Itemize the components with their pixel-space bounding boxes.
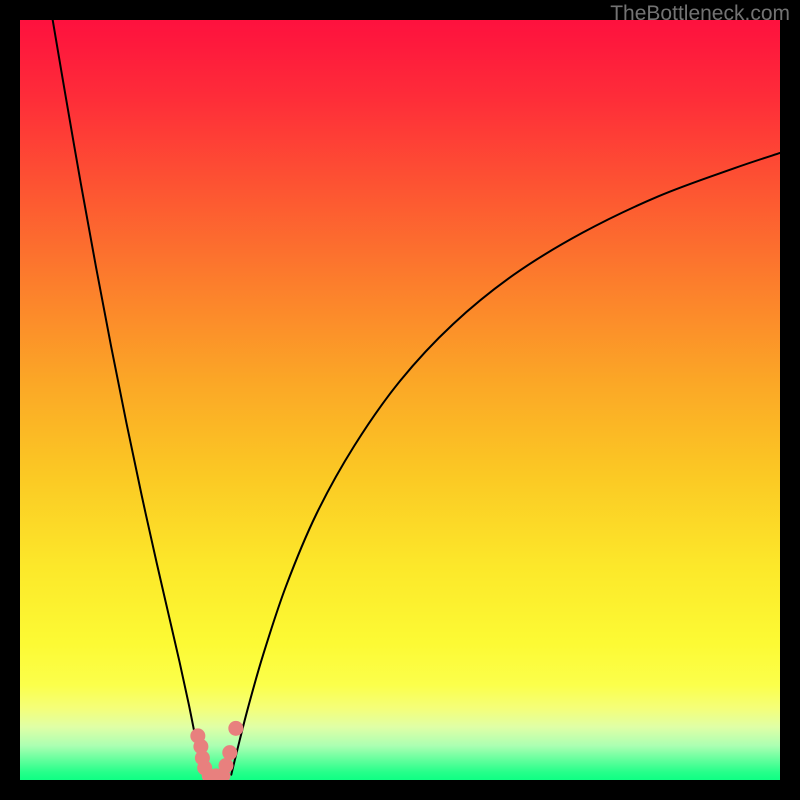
chart-svg [20, 20, 780, 780]
plot-area [20, 20, 780, 780]
watermark-text: TheBottleneck.com [610, 2, 790, 26]
data-marker [222, 745, 237, 760]
data-marker [228, 721, 243, 736]
gradient-background [20, 20, 780, 780]
data-marker [218, 758, 233, 773]
